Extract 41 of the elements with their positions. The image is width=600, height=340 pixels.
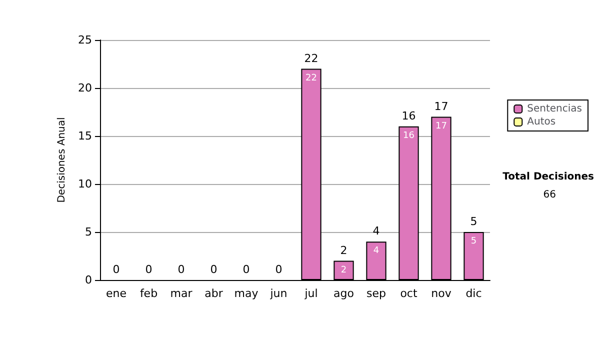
total-label: 0 [242,263,250,276]
x-tick-label: oct [400,287,418,300]
y-tick-label: 0 [85,274,92,286]
total-label: 0 [145,263,152,276]
total-label: 2 [340,244,348,257]
data-label: 4 [373,246,380,256]
total-label: 22 [304,52,318,65]
total-label: 0 [178,263,185,276]
data-label: 17 [436,121,447,132]
total-label: 0 [275,263,282,276]
x-tick-label: mar [170,287,193,300]
data-label: 16 [403,130,415,141]
text: 66 [543,190,556,200]
data-label: 2 [340,265,347,276]
total-label: 4 [372,224,380,238]
x-tick-label: dic [466,287,482,300]
total-label: 0 [210,263,218,276]
x-tick-label: nov [431,287,452,300]
y-tick-label: 25 [78,34,92,46]
x-tick-label: abr [204,287,224,300]
x-tick-label: ene [106,287,127,300]
y-tick-label: 10 [78,178,92,190]
y-tick-label: 20 [78,82,92,94]
y-tick-label: 5 [85,226,92,238]
x-tick-label: ago [334,287,354,300]
legend-label: Autos [527,116,556,128]
y-tick-label: 15 [78,130,92,142]
legend-label: Sentencias [527,104,582,114]
data-label: 22 [306,73,317,84]
x-tick-label: sep [366,287,386,300]
total-label: 16 [402,109,416,122]
data-label: 5 [470,236,477,246]
total-label: 17 [434,100,448,113]
x-tick-label: feb [140,287,158,300]
text: Total Decisiones [502,172,594,182]
y-axis-title: Decisiones Anual [56,117,68,203]
total-label: 0 [112,263,120,276]
x-tick-label: may [234,287,259,300]
x-tick-label: jun [269,287,288,300]
x-tick-label: jul [304,287,318,300]
total-label: 5 [470,215,478,228]
